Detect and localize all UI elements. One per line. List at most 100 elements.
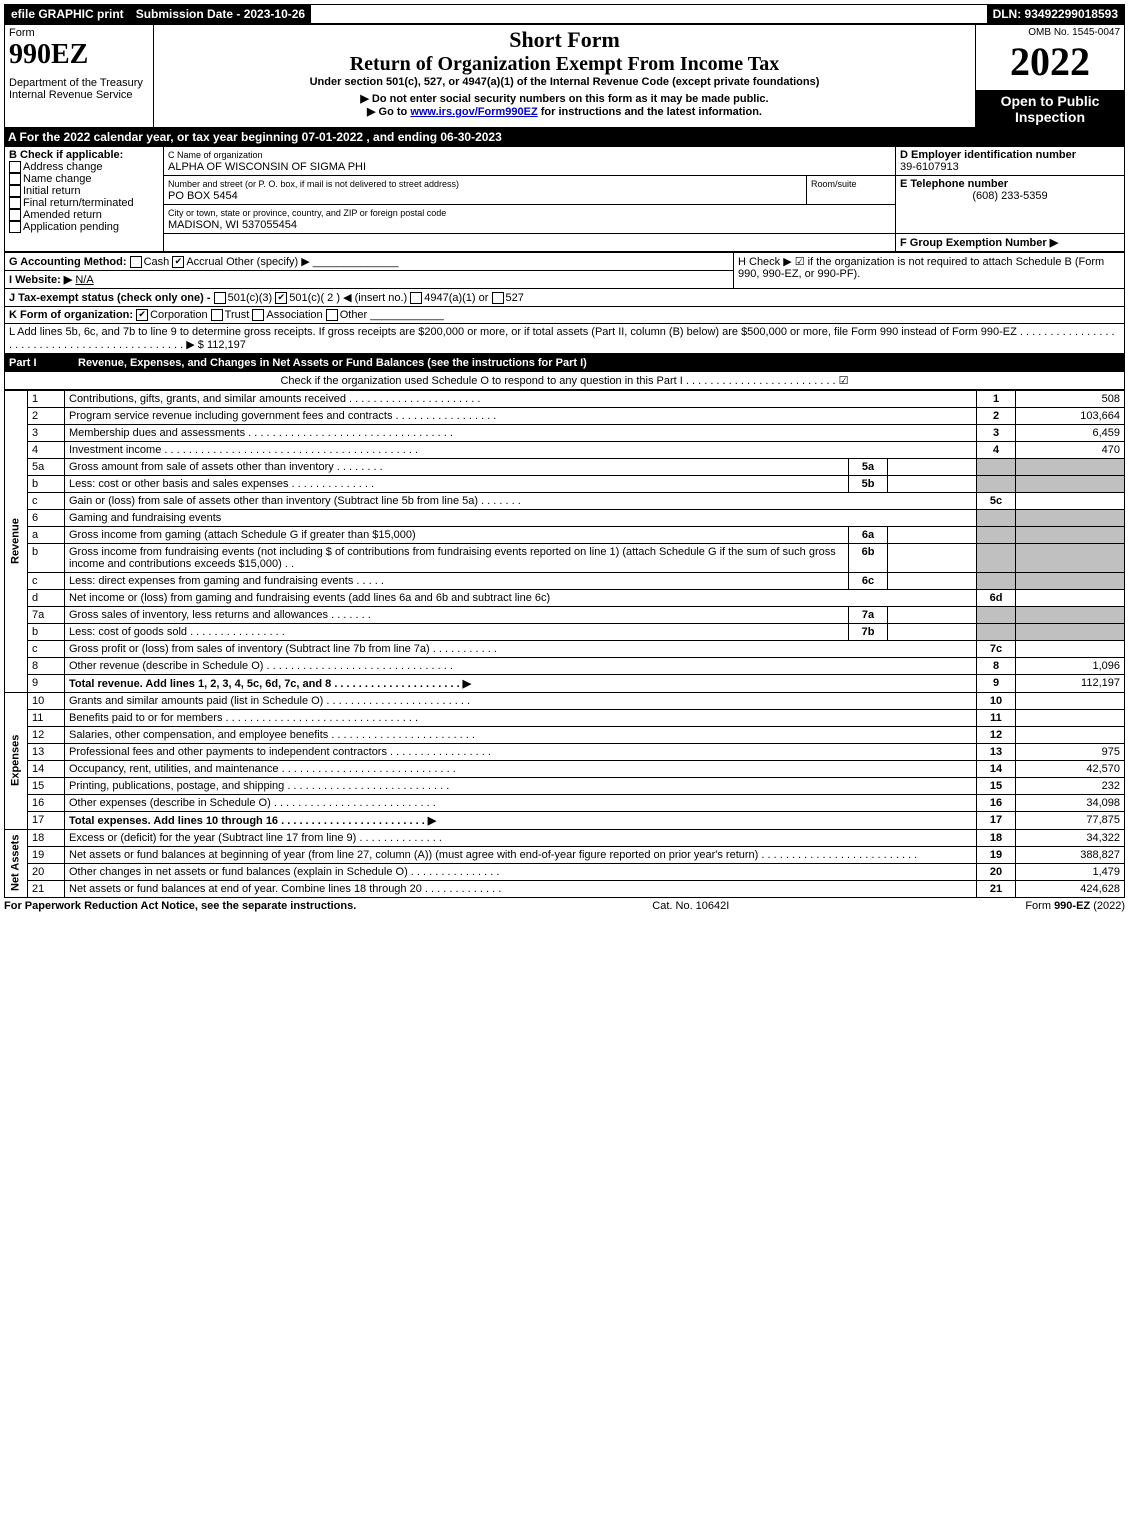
box-e-label: E Telephone number	[900, 178, 1008, 190]
line-1-desc: Contributions, gifts, grants, and simila…	[65, 390, 977, 407]
line-4-ref: 4	[977, 441, 1016, 458]
line-6d-amt	[1016, 589, 1125, 606]
line-6c-subamt	[888, 572, 977, 589]
subtitle: Under section 501(c), 527, or 4947(a)(1)…	[158, 76, 971, 88]
check-527[interactable]	[492, 292, 504, 304]
line-7a-amt	[1016, 606, 1125, 623]
line-2-num: 2	[28, 407, 65, 424]
line-2-ref: 2	[977, 407, 1016, 424]
label-name-change: Name change	[23, 173, 92, 185]
line-6a-amt	[1016, 526, 1125, 543]
check-501c3[interactable]	[214, 292, 226, 304]
line-1-ref: 1	[977, 390, 1016, 407]
label-accrual: Accrual	[186, 256, 223, 268]
line-15-amt: 232	[1016, 777, 1125, 794]
box-l-text: L Add lines 5b, 6c, and 7b to line 9 to …	[5, 323, 1125, 353]
label-corp: Corporation	[150, 309, 207, 321]
label-other-method: Other (specify) ▶	[226, 256, 310, 268]
org-info-table: B Check if applicable: Address change Na…	[4, 146, 1125, 252]
open-to-public: Open to Public Inspection	[976, 90, 1125, 127]
line-5b-ref	[977, 475, 1016, 492]
city-label: City or town, state or province, country…	[168, 208, 446, 218]
line-6d-desc: Net income or (loss) from gaming and fun…	[65, 589, 977, 606]
efile-label[interactable]: efile GRAPHIC print	[5, 5, 130, 23]
line-1-amt: 508	[1016, 390, 1125, 407]
tax-year: 2022	[980, 38, 1120, 85]
check-final[interactable]	[9, 197, 21, 209]
check-name-change[interactable]	[9, 173, 21, 185]
line-13-ref: 13	[977, 743, 1016, 760]
part1-label: Part I	[5, 354, 74, 371]
box-b-title: B Check if applicable:	[9, 149, 123, 161]
label-501c: 501(c)( 2 ) ◀ (insert no.)	[289, 292, 407, 304]
line-7b-desc: Less: cost of goods sold . . . . . . . .…	[65, 623, 849, 640]
dln: DLN: 93492299018593	[987, 5, 1124, 23]
line-7a-sub: 7a	[849, 606, 888, 623]
page-footer: For Paperwork Reduction Act Notice, see …	[4, 898, 1125, 914]
irs-link[interactable]: www.irs.gov/Form990EZ	[410, 106, 537, 118]
line-6a-desc: Gross income from gaming (attach Schedul…	[65, 526, 849, 543]
line-15-desc: Printing, publications, postage, and shi…	[65, 777, 977, 794]
line-11-desc: Benefits paid to or for members . . . . …	[65, 709, 977, 726]
city-value: MADISON, WI 537055454	[168, 219, 297, 231]
check-4947[interactable]	[410, 292, 422, 304]
check-corp[interactable]	[136, 309, 148, 321]
check-app-pending[interactable]	[9, 221, 21, 233]
line-18-desc: Excess or (deficit) for the year (Subtra…	[65, 829, 977, 846]
line-3-amt: 6,459	[1016, 424, 1125, 441]
check-cash[interactable]	[130, 256, 142, 268]
line-21-amt: 424,628	[1016, 880, 1125, 897]
line-5a-amt	[1016, 458, 1125, 475]
line-7a-subamt	[888, 606, 977, 623]
check-amended[interactable]	[9, 209, 21, 221]
line-17-num: 17	[28, 811, 65, 829]
line-10-amt	[1016, 692, 1125, 709]
label-trust: Trust	[225, 309, 250, 321]
box-k-label: K Form of organization:	[9, 309, 133, 321]
line-10-desc: Grants and similar amounts paid (list in…	[65, 692, 977, 709]
line-9-amt: 112,197	[1016, 674, 1125, 692]
check-501c[interactable]	[275, 292, 287, 304]
line-8-amt: 1,096	[1016, 657, 1125, 674]
line-10-num: 10	[28, 692, 65, 709]
line-7c-ref: 7c	[977, 640, 1016, 657]
line-6b-desc: Gross income from fundraising events (no…	[65, 543, 849, 572]
check-accrual[interactable]	[172, 256, 184, 268]
line-16-ref: 16	[977, 794, 1016, 811]
street-label: Number and street (or P. O. box, if mail…	[168, 179, 459, 189]
line-7c-desc: Gross profit or (loss) from sales of inv…	[65, 640, 977, 657]
check-other-org[interactable]	[326, 309, 338, 321]
line-7a-desc: Gross sales of inventory, less returns a…	[65, 606, 849, 623]
line-19-ref: 19	[977, 846, 1016, 863]
line-12-desc: Salaries, other compensation, and employ…	[65, 726, 977, 743]
dept-treasury: Department of the Treasury	[9, 77, 149, 89]
line-6b-sub: 6b	[849, 543, 888, 572]
form-header: Form 990EZ Department of the Treasury In…	[4, 24, 1125, 128]
ein-value: 39-6107913	[900, 161, 959, 173]
line-5b-amt	[1016, 475, 1125, 492]
check-assoc[interactable]	[252, 309, 264, 321]
check-trust[interactable]	[211, 309, 223, 321]
line-6-amt	[1016, 509, 1125, 526]
line-18-amt: 34,322	[1016, 829, 1125, 846]
line-16-desc: Other expenses (describe in Schedule O) …	[65, 794, 977, 811]
part1-title: Revenue, Expenses, and Changes in Net As…	[74, 354, 1125, 371]
line-6c-num: c	[28, 572, 65, 589]
footer-mid: Cat. No. 10642I	[652, 900, 729, 912]
check-initial[interactable]	[9, 185, 21, 197]
meta-table: G Accounting Method: Cash Accrual Other …	[4, 252, 1125, 354]
box-h-text: H Check ▶ ☑ if the organization is not r…	[738, 256, 1104, 280]
line-2-amt: 103,664	[1016, 407, 1125, 424]
line-3-desc: Membership dues and assessments . . . . …	[65, 424, 977, 441]
line-5a-desc: Gross amount from sale of assets other t…	[65, 458, 849, 475]
label-4947: 4947(a)(1) or	[424, 292, 488, 304]
line-18-ref: 18	[977, 829, 1016, 846]
line-5b-subamt	[888, 475, 977, 492]
check-addr-change[interactable]	[9, 161, 21, 173]
website-value: N/A	[75, 274, 93, 286]
line-19-amt: 388,827	[1016, 846, 1125, 863]
line-19-num: 19	[28, 846, 65, 863]
line-14-ref: 14	[977, 760, 1016, 777]
box-i-label: I Website: ▶	[9, 274, 72, 286]
line-6b-num: b	[28, 543, 65, 572]
